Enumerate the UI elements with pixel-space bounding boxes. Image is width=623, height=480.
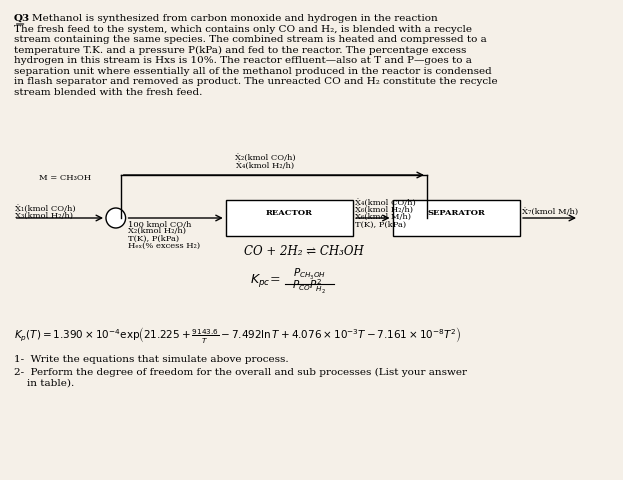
Text: Ẋ₆(kmol M/h): Ẋ₆(kmol M/h) [355,214,411,222]
Text: Ẋ₄(kmol H₂/h): Ẋ₄(kmol H₂/h) [236,163,294,171]
Text: Hₑₓ(% excess H₂): Hₑₓ(% excess H₂) [128,242,200,250]
Text: $K_p(T) = 1.390 \times 10^{-4} \exp\!\left(21.225 + \frac{9143.6}{T} - 7.492\ln : $K_p(T) = 1.390 \times 10^{-4} \exp\!\le… [14,325,461,345]
Text: $K_{pc}$: $K_{pc}$ [250,272,270,289]
Text: T(K), P(kPa): T(K), P(kPa) [355,221,406,229]
Text: 100 kmol CO/h: 100 kmol CO/h [128,221,191,229]
Circle shape [106,208,126,228]
Text: Q3: Q3 [14,14,30,23]
Text: =: = [270,273,280,286]
Text: 2-  Perform the degree of freedom for the overall and sub processes (List your a: 2- Perform the degree of freedom for the… [14,368,467,387]
Text: M = CH₃OH: M = CH₃OH [39,174,92,182]
Text: CO + 2H₂ ⇌ CH₃OH: CO + 2H₂ ⇌ CH₃OH [244,245,364,258]
Text: Methanol is synthesized from carbon monoxide and hydrogen in the reaction: Methanol is synthesized from carbon mono… [32,14,438,23]
Text: $P_{CH_3OH}$: $P_{CH_3OH}$ [293,267,326,282]
Text: Ẋ₂(kmol CO/h): Ẋ₂(kmol CO/h) [235,155,295,163]
Text: Ẋ₄(kmol CO/h): Ẋ₄(kmol CO/h) [355,200,416,208]
Text: T(K), P(kPa): T(K), P(kPa) [128,235,179,243]
Text: 1-  Write the equations that simulate above process.: 1- Write the equations that simulate abo… [14,355,288,364]
Text: SEPARATOR: SEPARATOR [427,209,485,217]
Text: The fresh feed to the system, which contains only CO and H₂, is blended with a r: The fresh feed to the system, which cont… [14,25,497,96]
Text: Ẋ₂(kmol H₂/h): Ẋ₂(kmol H₂/h) [128,228,186,236]
Text: Ẋ₆(kmol H₂/h): Ẋ₆(kmol H₂/h) [355,207,413,215]
Text: Ẋ₇(kmol M/h): Ẋ₇(kmol M/h) [522,209,578,217]
Text: $P_{CO}P^2_{H_2}$: $P_{CO}P^2_{H_2}$ [292,278,326,296]
Text: REACTOR: REACTOR [266,209,313,217]
Text: Ẋ₃(kmol H₂/h): Ẋ₃(kmol H₂/h) [15,213,73,221]
FancyBboxPatch shape [392,200,520,236]
FancyBboxPatch shape [226,200,353,236]
Text: Ẋ₁(kmol CO/h): Ẋ₁(kmol CO/h) [15,206,75,214]
